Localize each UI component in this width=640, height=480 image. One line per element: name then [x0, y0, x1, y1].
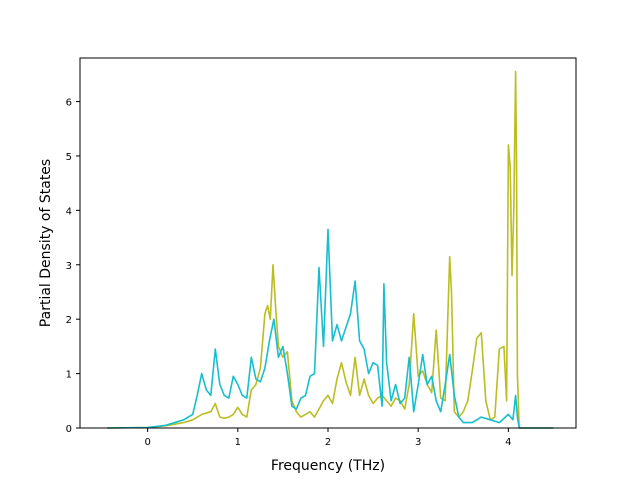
x-tick-label: 0: [144, 437, 150, 448]
y-tick-label: 1: [66, 370, 72, 381]
y-tick-label: 3: [66, 261, 72, 272]
y-tick-label: 2: [66, 315, 72, 326]
y-tick-label: 0: [66, 424, 72, 435]
x-tick-label: 1: [235, 437, 241, 448]
series-layer: [107, 70, 554, 429]
x-ticks: 0 1 2 3 4: [144, 428, 512, 448]
y-tick-label: 6: [66, 98, 72, 109]
x-tick-label: 4: [505, 437, 511, 448]
x-tick-label: 3: [415, 437, 421, 448]
y-tick-label: 5: [66, 152, 72, 163]
y-tick-label: 4: [66, 206, 72, 217]
series-line-1: [107, 70, 554, 429]
plot-area: 0 1 2 3 4 0 1 2 3 4 5 6: [66, 57, 577, 448]
x-axis-label: Frequency (THz): [271, 458, 385, 474]
x-tick-label: 2: [325, 437, 331, 448]
series-line-2: [107, 228, 554, 429]
y-ticks: 0 1 2 3 4 5 6: [66, 98, 80, 435]
y-axis-label: Partial Density of States: [38, 159, 54, 327]
